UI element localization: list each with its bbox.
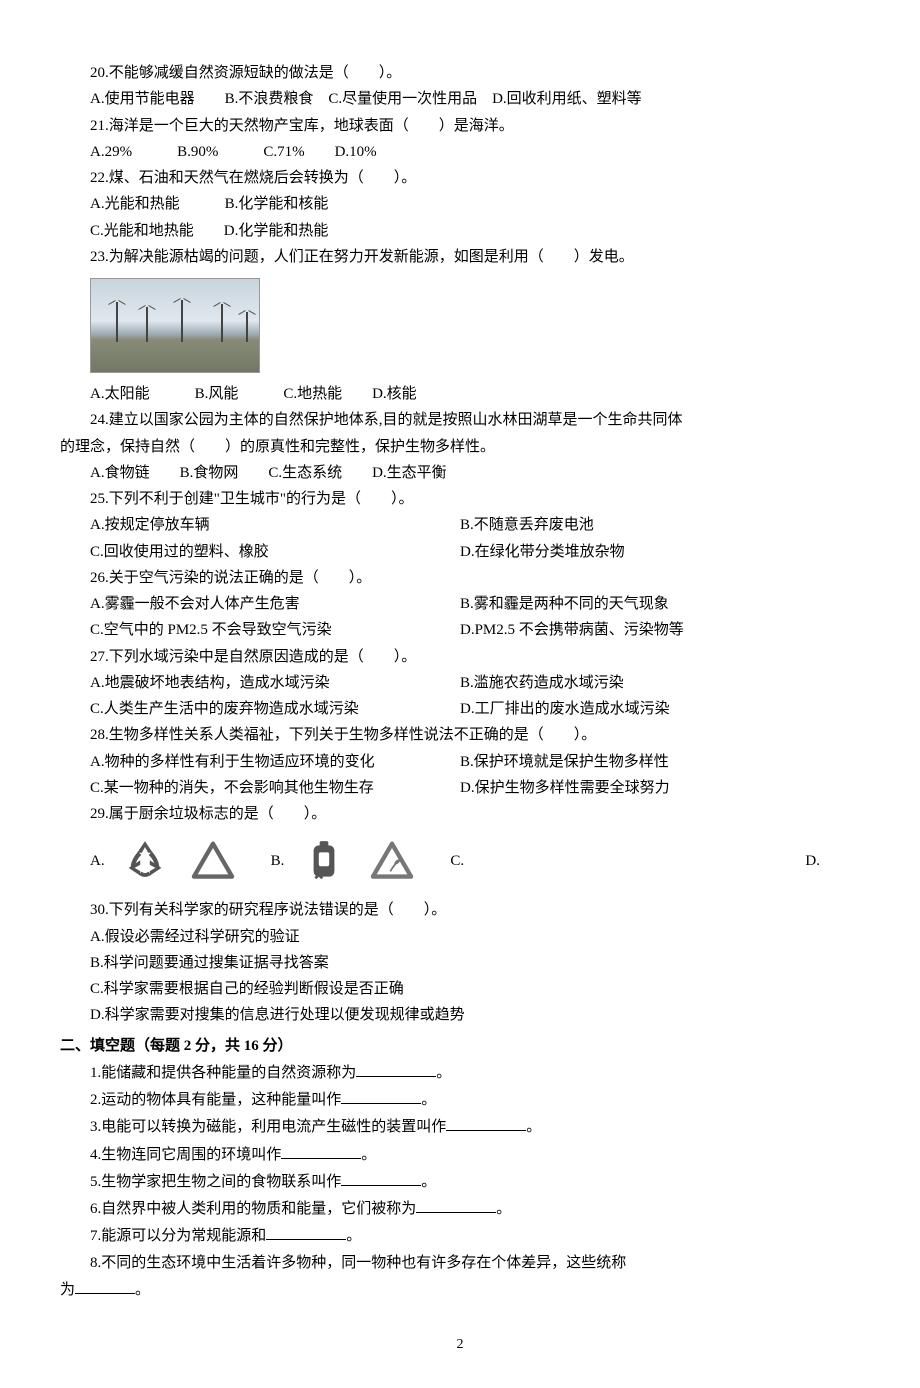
q25-row1: A.按规定停放车辆 B.不随意丢弃废电池 [60, 512, 860, 538]
q29-icons: A. B. [60, 833, 860, 889]
q24-opts: A.食物链 B.食物网 C.生态系统 D.生态平衡 [60, 460, 860, 486]
fill-8b: 为。 [60, 1276, 860, 1303]
f7-end: 。 [346, 1228, 361, 1244]
q22-optCD: C.光能和地热能 D.化学能和热能 [60, 218, 860, 244]
blank-7 [266, 1222, 346, 1240]
wind-turbine-image [90, 278, 260, 373]
q27-row2: C.人类生产生活中的废弃物造成水域污染 D.工厂排出的废水造成水域污染 [60, 696, 860, 722]
q23-stem: 23.为解决能源枯竭的问题，人们正在努力开发新能源，如图是利用（ ）发电。 [60, 244, 860, 270]
q29-stem: 29.属于厨余垃圾标志的是（ ）。 [60, 801, 860, 827]
q27-c: C.人类生产生活中的废弃物造成水域污染 [60, 696, 460, 722]
q24-stem-b: 的理念，保持自然（ ）的原真性和完整性，保护生物多样性。 [60, 434, 860, 460]
q21-stem: 21.海洋是一个巨大的天然物产宝库，地球表面（ ）是海洋。 [60, 113, 860, 139]
q29-b: B. [271, 848, 285, 874]
battery-bin-icon [296, 833, 352, 889]
q25-row2: C.回收使用过的塑料、橡胶 D.在绿化带分类堆放杂物 [60, 539, 860, 565]
q27-a: A.地震破坏地表结构，造成水域污染 [60, 670, 460, 696]
q30-b: B.科学问题要通过搜集证据寻找答案 [60, 950, 860, 976]
q22-optAB: A.光能和热能 B.化学能和核能 [60, 191, 860, 217]
q26-b: B.雾和霾是两种不同的天气现象 [460, 591, 669, 617]
q26-c: C.空气中的 PM2.5 不会导致空气污染 [60, 617, 460, 643]
q28-stem: 28.生物多样性关系人类福祉，下列关于生物多样性说法不正确的是（ ）。 [60, 722, 860, 748]
section2-header: 二、填空题（每题 2 分，共 16 分） [60, 1033, 860, 1059]
q26-row1: A.雾霾一般不会对人体产生危害 B.雾和霾是两种不同的天气现象 [60, 591, 860, 617]
triangle-outline-icon [185, 833, 241, 889]
q29-a: A. [60, 848, 105, 874]
q30-c: C.科学家需要根据自己的经验判断假设是否正确 [60, 976, 860, 1002]
f3-end: 。 [526, 1119, 541, 1135]
fill-1: 1.能储藏和提供各种能量的自然资源称为 。 [60, 1059, 860, 1086]
q27-b: B.滥施农药造成水域污染 [460, 670, 624, 696]
q21-opts: A.29% B.90% C.71% D.10% [60, 139, 860, 165]
blank-1 [356, 1059, 436, 1077]
fill-6: 6.自然界中被人类利用的物质和能量，它们被称为 。 [60, 1195, 860, 1222]
f6-end: 。 [496, 1201, 511, 1217]
q23-opts: A.太阳能 B.风能 C.地热能 D.核能 [60, 381, 860, 407]
f8-end: 。 [135, 1282, 150, 1298]
q26-a: A.雾霾一般不会对人体产生危害 [60, 591, 460, 617]
q28-d: D.保护生物多样性需要全球努力 [460, 775, 670, 801]
f6-text: 6.自然界中被人类利用的物质和能量，它们被称为 [90, 1201, 416, 1217]
q26-row2: C.空气中的 PM2.5 不会导致空气污染 D.PM2.5 不会携带病菌、污染物… [60, 617, 860, 643]
f3-text: 3.电能可以转换为磁能，利用电流产生磁性的装置叫作 [90, 1119, 446, 1135]
q28-b: B.保护环境就是保护生物多样性 [460, 749, 669, 775]
blank-8 [75, 1276, 135, 1294]
q25-d: D.在绿化带分类堆放杂物 [460, 539, 625, 565]
f4-text: 4.生物连同它周围的环境叫作 [90, 1147, 281, 1163]
blank-2 [341, 1086, 421, 1104]
blank-4 [281, 1141, 361, 1159]
q28-a: A.物种的多样性有利于生物适应环境的变化 [60, 749, 460, 775]
f5-text: 5.生物学家把生物之间的食物联系叫作 [90, 1174, 341, 1190]
q28-c: C.某一物种的消失，不会影响其他生物生存 [60, 775, 460, 801]
blank-6 [416, 1195, 496, 1213]
q25-a: A.按规定停放车辆 [60, 512, 460, 538]
q29-d: D. [805, 848, 820, 874]
q20-opts: A.使用节能电器 B.不浪费粮食 C.尽量使用一次性用品 D.回收利用纸、塑料等 [60, 86, 860, 112]
f5-end: 。 [421, 1174, 436, 1190]
f7-text: 7.能源可以分为常规能源和 [90, 1228, 266, 1244]
q29-c: C. [450, 848, 464, 874]
fill-5: 5.生物学家把生物之间的食物联系叫作 。 [60, 1168, 860, 1195]
f8b-text: 为 [60, 1282, 75, 1298]
f4-end: 。 [361, 1147, 376, 1163]
triangle-leaf-icon [364, 833, 420, 889]
f1-text: 1.能储藏和提供各种能量的自然资源称为 [90, 1065, 356, 1081]
q30-d: D.科学家需要对搜集的信息进行处理以便发现规律或趋势 [60, 1002, 860, 1028]
q22-stem: 22.煤、石油和天然气在燃烧后会转换为（ ）。 [60, 165, 860, 191]
q24-stem-a: 24.建立以国家公园为主体的自然保护地体系,目的就是按照山水林田湖草是一个生命共… [60, 407, 860, 433]
fill-8a: 8.不同的生态环境中生活着许多物种，同一物种也有许多存在个体差异，这些统称 [60, 1250, 860, 1276]
q28-row1: A.物种的多样性有利于生物适应环境的变化 B.保护环境就是保护生物多样性 [60, 749, 860, 775]
recycle-arrows-icon [117, 833, 173, 889]
q30-stem: 30.下列有关科学家的研究程序说法错误的是（ ）。 [60, 897, 860, 923]
q30-a: A.假设必需经过科学研究的验证 [60, 924, 860, 950]
q27-stem: 27.下列水域污染中是自然原因造成的是（ ）。 [60, 644, 860, 670]
q25-stem: 25.下列不利于创建"卫生城市"的行为是（ ）。 [60, 486, 860, 512]
f2-text: 2.运动的物体具有能量，这种能量叫作 [90, 1092, 341, 1108]
q28-row2: C.某一物种的消失，不会影响其他生物生存 D.保护生物多样性需要全球努力 [60, 775, 860, 801]
exam-page: 20.不能够减缓自然资源短缺的做法是（ ）。 A.使用节能电器 B.不浪费粮食 … [60, 60, 860, 1358]
q26-d: D.PM2.5 不会携带病菌、污染物等 [460, 617, 684, 643]
fill-3: 3.电能可以转换为磁能，利用电流产生磁性的装置叫作 。 [60, 1113, 860, 1140]
f2-end: 。 [421, 1092, 436, 1108]
fill-4: 4.生物连同它周围的环境叫作 。 [60, 1141, 860, 1168]
page-number: 2 [60, 1333, 860, 1358]
fill-2: 2.运动的物体具有能量，这种能量叫作 。 [60, 1086, 860, 1113]
q27-d: D.工厂排出的废水造成水域污染 [460, 696, 670, 722]
q26-stem: 26.关于空气污染的说法正确的是（ ）。 [60, 565, 860, 591]
blank-5 [341, 1168, 421, 1186]
q25-c: C.回收使用过的塑料、橡胶 [60, 539, 460, 565]
q20-stem: 20.不能够减缓自然资源短缺的做法是（ ）。 [60, 60, 860, 86]
fill-7: 7.能源可以分为常规能源和 。 [60, 1222, 860, 1249]
q25-b: B.不随意丢弃废电池 [460, 512, 594, 538]
q27-row1: A.地震破坏地表结构，造成水域污染 B.滥施农药造成水域污染 [60, 670, 860, 696]
blank-3 [446, 1113, 526, 1131]
f1-end: 。 [436, 1065, 451, 1081]
